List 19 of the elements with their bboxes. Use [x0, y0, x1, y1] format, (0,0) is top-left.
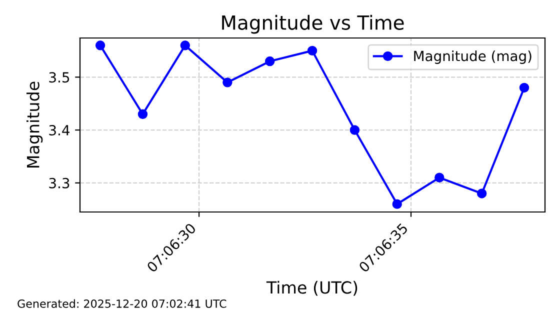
point — [222, 78, 232, 88]
y-tick-label: 3.4 — [49, 124, 70, 136]
legend-label: Magnitude (mag) — [414, 50, 532, 64]
point — [519, 82, 530, 93]
x-axis-title: Time (UTC) — [266, 280, 358, 296]
y-tick-label: 3.5 — [49, 72, 70, 83]
y-axis-title: Magnitude — [26, 82, 43, 168]
chart-title: Magnitude vs Time — [222, 14, 404, 34]
point — [307, 46, 318, 56]
point — [476, 188, 487, 198]
point — [434, 172, 444, 182]
point — [350, 125, 360, 135]
point — [264, 56, 275, 66]
text: Generated: 2025-12-20 07:02:41 UTC — [18, 299, 226, 308]
point — [138, 109, 148, 120]
point — [95, 40, 106, 50]
point — [180, 40, 190, 50]
point — [392, 199, 402, 209]
y-tick-label: 3.3 — [49, 178, 70, 188]
